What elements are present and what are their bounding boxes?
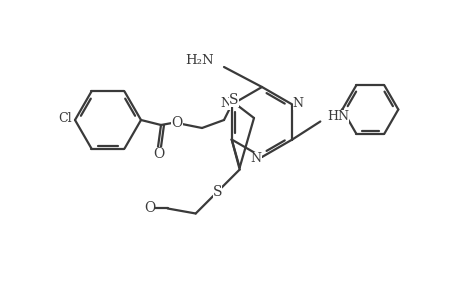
Text: O: O <box>144 202 155 215</box>
Text: S: S <box>213 184 222 199</box>
Text: N: N <box>292 97 303 110</box>
Text: N: N <box>250 152 261 164</box>
Text: H₂N: H₂N <box>185 53 213 67</box>
Text: O: O <box>153 147 164 161</box>
Text: N: N <box>220 97 231 110</box>
Text: S: S <box>229 93 238 107</box>
Text: O: O <box>171 116 182 130</box>
Text: Cl: Cl <box>58 112 72 124</box>
Text: HN: HN <box>327 110 348 123</box>
